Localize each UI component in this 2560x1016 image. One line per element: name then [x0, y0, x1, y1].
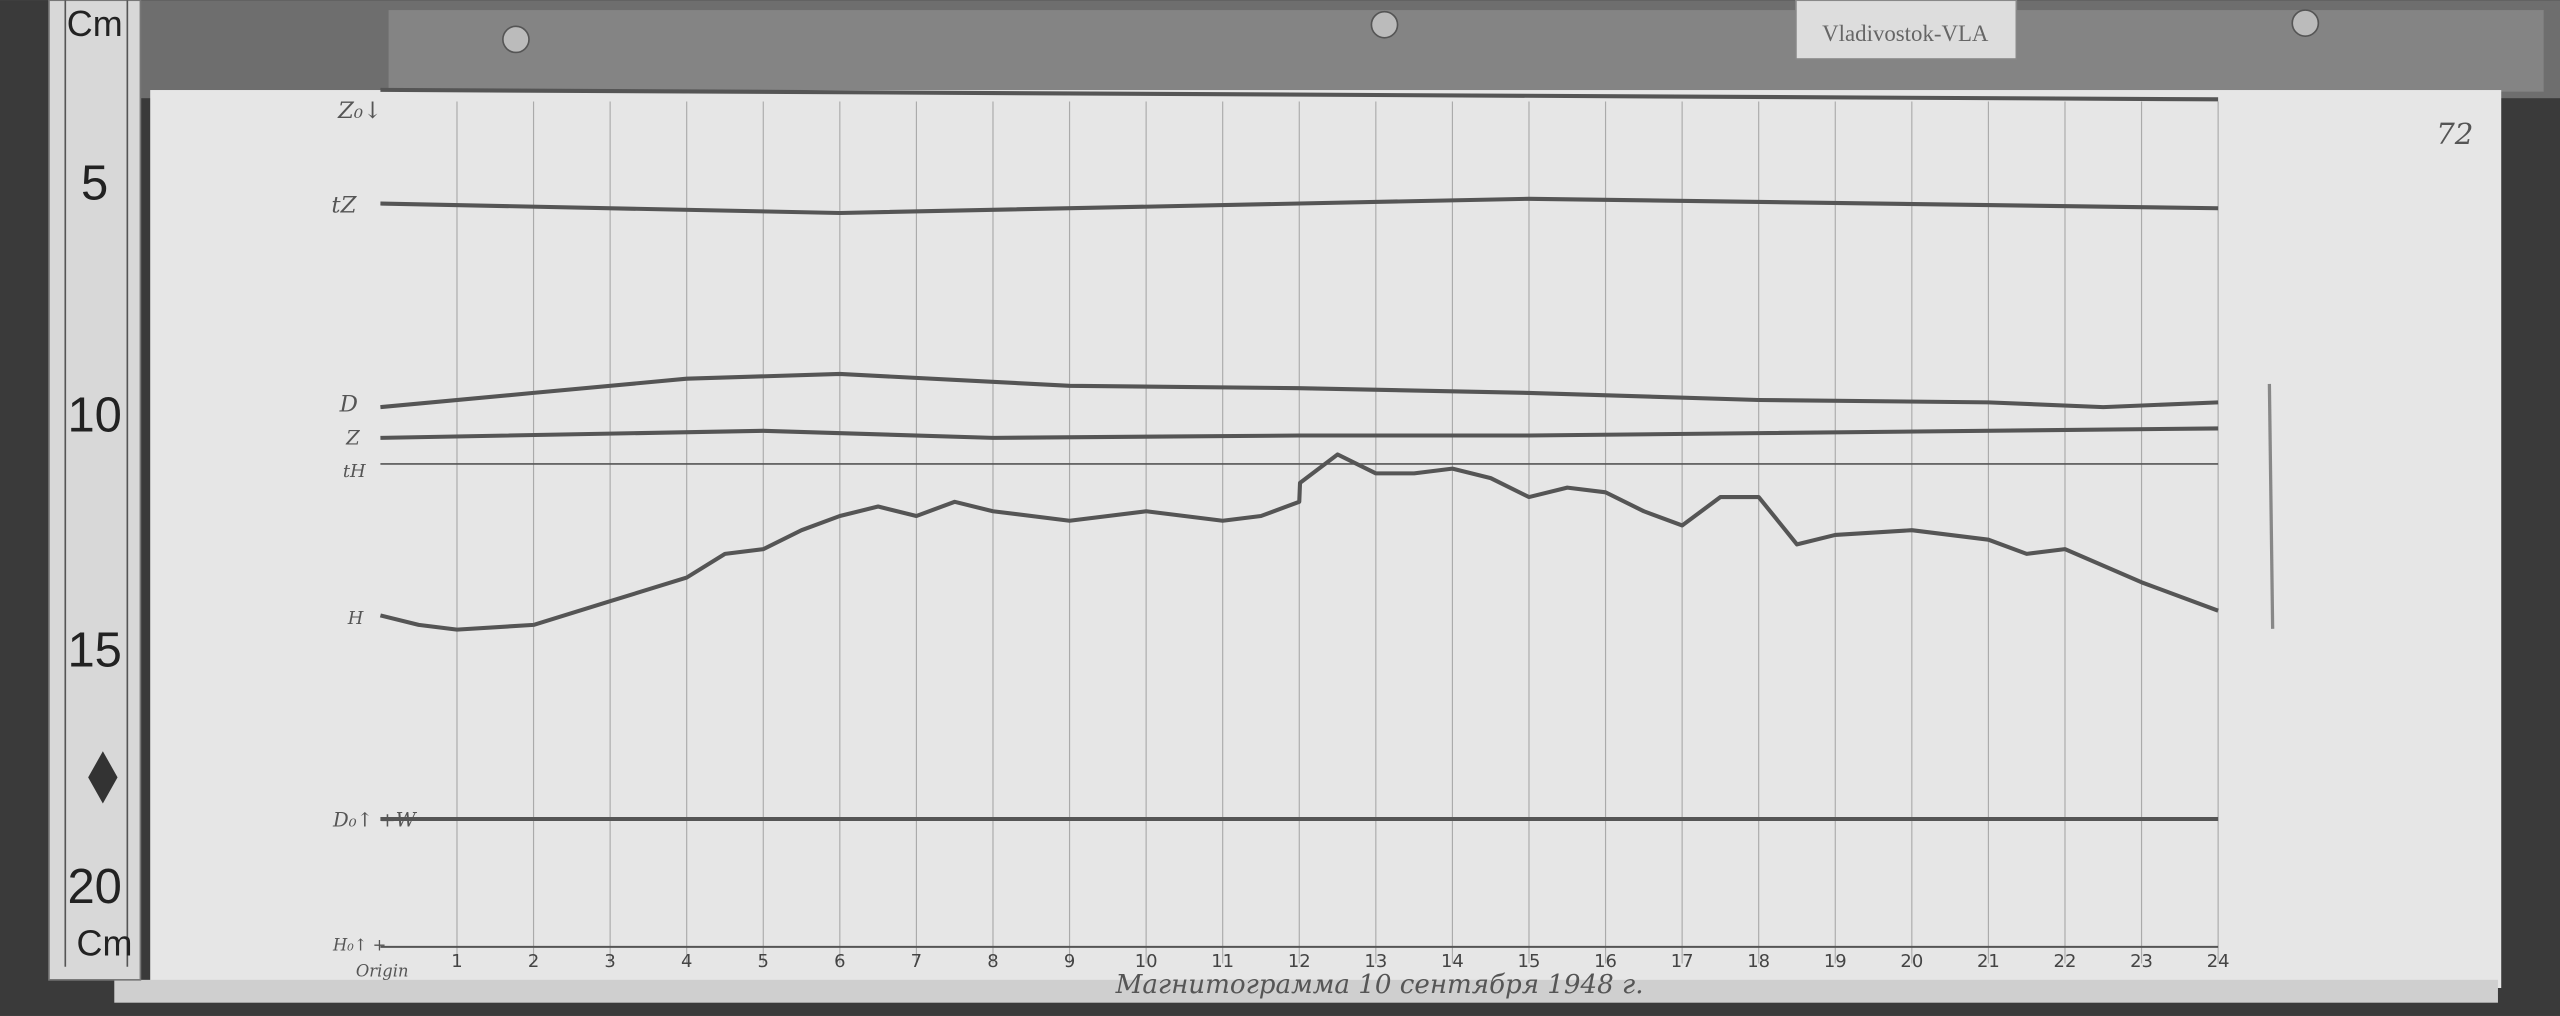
- screw-icon: [502, 25, 530, 54]
- hour-tick-label: 3: [604, 951, 615, 972]
- trace-Z: [380, 426, 2219, 440]
- cm-ruler: [48, 0, 142, 981]
- trace-Z₀: [380, 87, 2219, 102]
- hour-tick-label: 10: [1135, 951, 1158, 972]
- trace-H: [379, 452, 2219, 632]
- paper-sheet: [150, 90, 2502, 988]
- label-h: H: [347, 608, 364, 629]
- paper-bottom-edge: [114, 979, 2498, 1003]
- hour-tick-label: 14: [1441, 951, 1464, 972]
- hour-tick-label: 18: [1747, 951, 1770, 972]
- ruler-mark: 5: [81, 156, 108, 210]
- pen-mark: [2267, 383, 2275, 629]
- hour-tick-label: 9: [1064, 951, 1075, 972]
- trace-tZ: [380, 196, 2219, 216]
- hour-tick-label: 13: [1364, 951, 1387, 972]
- hour-tick-label: 20: [1900, 951, 1923, 972]
- hour-tick-label: 21: [1977, 951, 2000, 972]
- hour-tick-label: 8: [987, 951, 998, 972]
- hour-tick-label: 6: [834, 951, 845, 972]
- ruler-diamond-icon: [88, 751, 118, 804]
- hour-tick-label: 17: [1671, 951, 1694, 972]
- caption: Магнитограмма 10 сентября 1948 г.: [1115, 970, 1644, 1000]
- trace-D: [380, 371, 2219, 410]
- label-d0: D₀↑ +W: [332, 808, 418, 831]
- hour-tick-label: 2: [528, 951, 539, 972]
- plexiglass-strip: [388, 10, 2544, 92]
- label-tz: tZ: [331, 192, 357, 218]
- screw-icon: [2291, 9, 2320, 37]
- traces: [379, 87, 2219, 948]
- label-z0: Z₀↓: [337, 98, 382, 124]
- label-h0: H₀↑ +: [332, 935, 386, 954]
- hour-tick-label: 22: [2054, 951, 2077, 972]
- ruler-mark: 15: [67, 623, 121, 677]
- ruler-mark: 20: [67, 860, 121, 914]
- hour-tick-label: 16: [1594, 951, 1617, 972]
- label-th: tH: [343, 461, 366, 482]
- hour-tick-label: 12: [1288, 951, 1311, 972]
- ruler-unit-bottom: Cm: [77, 922, 133, 963]
- screw-icon: [1370, 10, 1399, 39]
- hour-tick-labels: 1 2 3 4 5 6 7 8 9 10 11 12 13 14 15 16 17 18 19 20 21 22 23 24: [451, 951, 2229, 972]
- hour-tick-label: 7: [911, 951, 922, 972]
- hour-tick-label: 19: [1824, 951, 1847, 972]
- hour-tick-label: 1: [451, 951, 462, 972]
- hour-tick-label: 11: [1211, 951, 1234, 972]
- station-label-tag: [1795, 0, 2018, 60]
- hour-tick-label: 4: [681, 951, 692, 972]
- hour-tick-label: 15: [1518, 951, 1541, 972]
- hour-tick-label: 24: [2207, 951, 2230, 972]
- station-label: Vladivostok-VLA: [1822, 21, 1989, 46]
- hour-tick-label: 23: [2130, 951, 2153, 972]
- ruler-mark: 10: [67, 388, 121, 442]
- sheet-number: 72: [2436, 117, 2473, 151]
- hour-tick-label: 5: [758, 951, 769, 972]
- label-z: Z: [345, 426, 360, 449]
- ruler-unit-top: Cm: [67, 3, 123, 44]
- label-d: D: [339, 392, 358, 418]
- label-origin: Origin: [356, 962, 409, 981]
